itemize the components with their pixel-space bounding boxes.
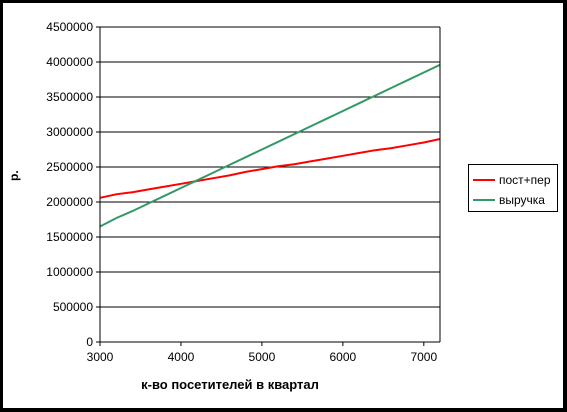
legend-swatch (473, 198, 495, 201)
series-layer (99, 63, 441, 228)
y-tick-label: 500000 (53, 300, 93, 314)
grid (100, 26, 440, 343)
x-tick-label: 7000 (410, 350, 437, 364)
line-chart: 0 500000 1000000 1500000 2000000 2500000 30000… (46, 20, 441, 392)
x-tick-label: 4000 (168, 350, 195, 364)
y-tick-label: 2500000 (46, 160, 93, 174)
x-axis-title: к-во посетителей в квартал (141, 377, 319, 392)
y-axis-title: р. (7, 170, 21, 181)
legend-swatch (473, 178, 495, 181)
legend-item-series-1: выручка (473, 191, 545, 207)
legend-item-series-0: пост+пер (473, 171, 551, 187)
series-line-0 (99, 138, 441, 199)
y-tick-label: 3000000 (46, 125, 93, 139)
y-tick-label: 1000000 (46, 265, 93, 279)
x-tick-label: 5000 (249, 350, 276, 364)
y-tick-label: 1500000 (46, 230, 93, 244)
legend-label: пост+пер (499, 172, 551, 187)
y-tick-label: 4000000 (46, 55, 93, 69)
chart-frame: 0 500000 1000000 1500000 2000000 2500000 30000… (3, 3, 563, 408)
x-tick-label: 3000 (87, 350, 114, 364)
y-tick-label: 4500000 (46, 20, 93, 34)
axes: 0 500000 1000000 1500000 2000000 2500000 30000… (46, 20, 441, 364)
y-tick-label: 3500000 (46, 90, 93, 104)
y-tick-label: 2000000 (46, 195, 93, 209)
legend-label: выручка (499, 192, 545, 207)
y-tick-label: 0 (86, 335, 93, 349)
legend: пост+пер выручка (468, 164, 558, 212)
series-line-1 (99, 63, 441, 228)
x-tick-label: 6000 (330, 350, 357, 364)
